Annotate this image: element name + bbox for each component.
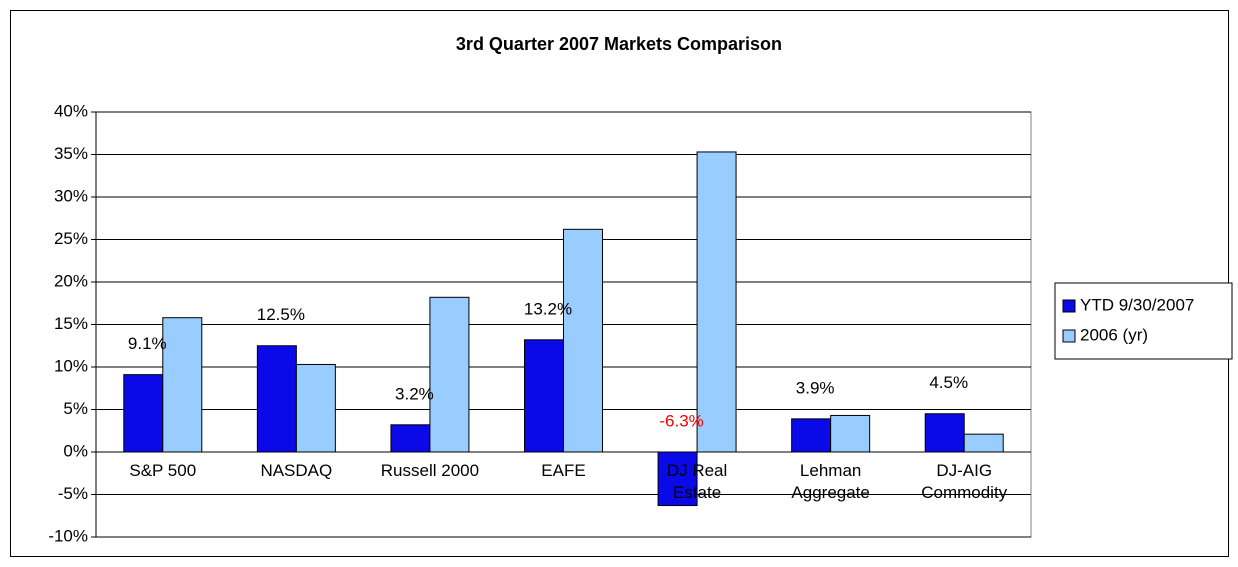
y-tick-label: 20% bbox=[54, 271, 88, 290]
bar bbox=[696, 151, 737, 453]
x-tick-label: S&P 500 bbox=[129, 461, 197, 480]
bar bbox=[524, 339, 564, 453]
x-tick-label: Lehman Aggregate bbox=[791, 461, 870, 502]
data-label: 3.2% bbox=[395, 384, 434, 403]
y-tick-label: 40% bbox=[54, 101, 88, 120]
x-tick-label: DJ-AIG Commodity bbox=[921, 461, 1008, 502]
x-tick-label: DJ Real Estate bbox=[666, 461, 728, 502]
chart-title: 3rd Quarter 2007 Markets Comparison bbox=[456, 34, 782, 54]
data-label: 9.1% bbox=[128, 334, 167, 353]
y-tick-label: 0% bbox=[63, 441, 88, 460]
bar bbox=[429, 296, 470, 453]
bar bbox=[295, 363, 336, 453]
x-tick-label: EAFE bbox=[541, 461, 586, 480]
y-tick-label: 30% bbox=[54, 186, 88, 205]
data-label: 4.5% bbox=[929, 373, 968, 392]
y-tick-label: -10% bbox=[48, 526, 88, 545]
data-label: 3.9% bbox=[796, 378, 835, 397]
legend-box bbox=[1054, 282, 1233, 360]
bar bbox=[123, 374, 164, 453]
bar bbox=[162, 317, 203, 453]
bar bbox=[963, 433, 1004, 453]
y-tick-label: 15% bbox=[54, 314, 88, 333]
x-tick-label: Russell 2000 bbox=[380, 461, 480, 480]
data-label: 12.5% bbox=[257, 305, 305, 324]
data-label: 13.2% bbox=[524, 299, 572, 318]
y-tick-label: -5% bbox=[58, 484, 88, 503]
bar bbox=[924, 413, 965, 453]
y-tick-label: 10% bbox=[54, 356, 88, 375]
bar bbox=[256, 345, 297, 453]
legend-swatch bbox=[1062, 299, 1076, 313]
bar bbox=[390, 424, 431, 453]
legend-label: 2006 (yr) bbox=[1080, 325, 1148, 344]
y-tick-label: 5% bbox=[63, 399, 88, 418]
legend-label: YTD 9/30/2007 bbox=[1080, 295, 1194, 314]
bar bbox=[563, 228, 603, 453]
data-label: -6.3% bbox=[659, 411, 703, 430]
y-tick-label: 35% bbox=[54, 144, 88, 163]
legend-swatch bbox=[1062, 329, 1076, 343]
x-tick-label: NASDAQ bbox=[260, 461, 333, 480]
y-tick-label: 25% bbox=[54, 229, 88, 248]
bar bbox=[657, 451, 698, 507]
bar bbox=[791, 418, 832, 453]
bar bbox=[830, 414, 871, 453]
